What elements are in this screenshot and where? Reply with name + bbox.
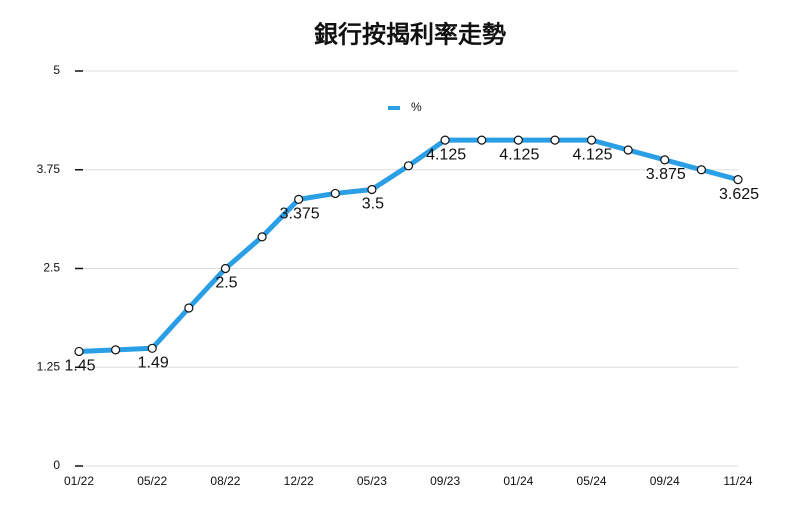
point	[403, 161, 414, 171]
value-label: 4.125	[426, 146, 466, 163]
value-label: 4.125	[499, 146, 539, 163]
point	[74, 346, 84, 357]
point	[257, 232, 267, 242]
x-tick-label: 01/24	[503, 474, 533, 488]
value-label: 3.625	[719, 186, 759, 203]
point	[147, 343, 157, 353]
value-label: 3.5	[362, 196, 384, 213]
chart-title: 銀行按揭利率走勢	[314, 20, 506, 48]
value-label: 3.375	[280, 206, 320, 223]
value-label: 2.5	[215, 275, 237, 292]
point	[111, 345, 121, 355]
point	[513, 135, 523, 145]
legend-label: %	[411, 100, 422, 114]
x-tick-label: 05/23	[357, 474, 387, 488]
y-tick-label: 1.25	[37, 359, 61, 373]
point	[367, 184, 377, 195]
x-tick-label: 11/24	[723, 474, 752, 488]
x-tick-label: 09/24	[650, 474, 680, 488]
point	[294, 194, 304, 204]
point	[184, 303, 194, 313]
y-tick-label: 5	[53, 63, 60, 77]
point	[550, 135, 560, 145]
point	[733, 175, 743, 185]
x-tick-label: 05/24	[577, 474, 607, 488]
value-label: 1.45	[64, 358, 95, 375]
point	[660, 155, 670, 165]
x-tick-label: 08/22	[210, 474, 240, 488]
y-tick-label: 3.75	[37, 162, 61, 176]
point	[586, 135, 597, 145]
point	[477, 135, 487, 145]
x-tick-label: 05/22	[137, 474, 167, 488]
value-label: 3.875	[646, 166, 686, 183]
point	[440, 135, 450, 145]
value-label: 4.125	[573, 146, 613, 163]
line	[78, 137, 739, 354]
x-tick-label: 09/23	[430, 474, 460, 488]
point	[220, 263, 231, 274]
y-tick-label: 0	[53, 458, 60, 472]
y-tick-label: 2.5	[43, 261, 60, 275]
point	[696, 165, 706, 175]
x-tick-label: 01/22	[64, 474, 94, 488]
point	[623, 145, 633, 155]
value-label: 1.49	[138, 355, 169, 372]
x-tick-label: 12/22	[284, 474, 314, 488]
point	[330, 188, 340, 199]
